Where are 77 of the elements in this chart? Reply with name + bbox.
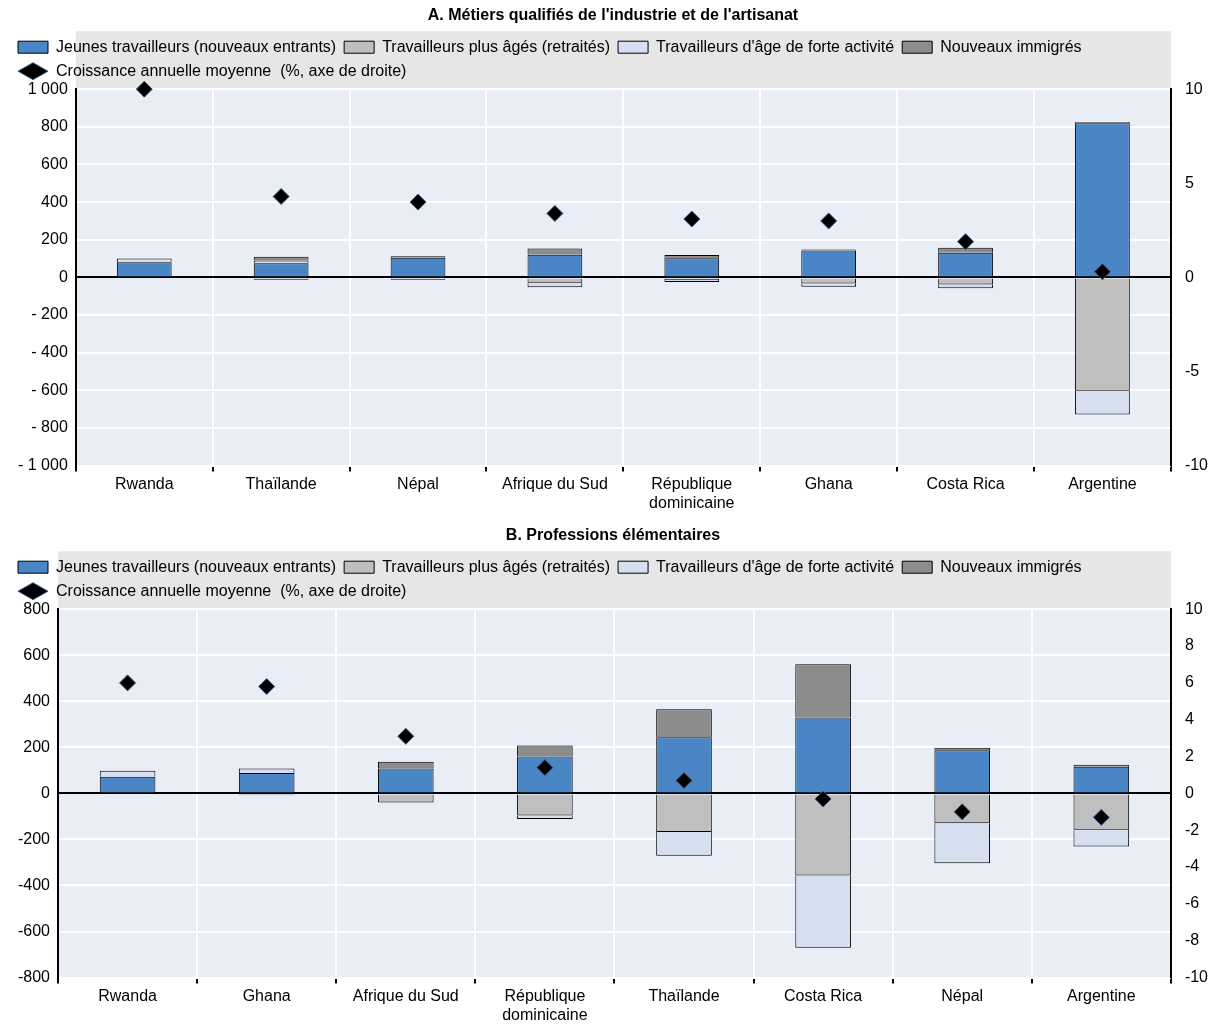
point (1093, 263, 1111, 281)
y2-tick-label: -2 (1184, 820, 1200, 838)
y-tick-label: -400 (17, 875, 51, 893)
x-tick-label: Népal (941, 986, 984, 1004)
y-tick-label: 0 (41, 783, 51, 801)
y-tick-label: -200 (17, 829, 51, 847)
y-tick-label: -800 (17, 968, 51, 986)
x-tick-label: Rwanda (98, 986, 158, 1004)
point (957, 233, 975, 251)
legend-label: Jeunes travailleurs (nouveaux entrants) (56, 37, 337, 55)
y2-tick-label: 10 (1184, 79, 1203, 97)
x-tick-label: Costa Rica (783, 986, 863, 1004)
y-tick-label: - 600 (31, 380, 68, 398)
point (409, 193, 427, 211)
x-tick-label: Rwanda (114, 474, 174, 492)
x-tick-label: Thaïlande (648, 986, 720, 1004)
legend-label: Nouveaux immigrés (940, 37, 1082, 55)
y2-tick-label: -5 (1184, 361, 1200, 379)
x-tick-label: Ghana (804, 474, 853, 492)
y-tick-label: 600 (41, 154, 68, 172)
y-tick-label: 600 (23, 645, 51, 663)
y2-tick-label: 10 (1184, 599, 1203, 617)
legend-label: Travailleurs plus âgés (retraités) (382, 557, 611, 575)
x-tick-label: Ghana (242, 986, 291, 1004)
y-tick-label: 1 000 (27, 79, 68, 97)
legend-label: Travailleurs d'âge de forte activité (656, 557, 895, 575)
y-tick-label: 0 (58, 267, 68, 285)
x-tick-label: Argentine (1068, 474, 1137, 492)
point (397, 727, 415, 745)
y-tick-label: 400 (23, 691, 51, 709)
legend-label: Jeunes travailleurs (nouveaux entrants) (56, 557, 337, 575)
chart-title: B. Professions élémentaires (505, 526, 721, 544)
legend-label: Travailleurs d'âge de forte activité (656, 37, 895, 55)
x-tick-label: Thaïlande (245, 474, 317, 492)
x-tick-label: Afrique du Sud (501, 474, 608, 492)
point (814, 790, 832, 808)
chart-title: A. Métiers qualifiés de l'industrie et de l'artisanat (427, 6, 799, 24)
y2-tick-label: 2 (1184, 746, 1194, 764)
x-tick-label: République dominicaine (649, 474, 735, 511)
y2-tick-label: 0 (1184, 783, 1194, 801)
y-tick-label: 800 (23, 599, 51, 617)
point (135, 80, 153, 98)
x-tick-label: Costa Rica (926, 474, 1005, 492)
point (272, 187, 290, 205)
legend-label: Nouveaux immigrés (940, 557, 1082, 575)
y2-tick-label: 0 (1184, 267, 1194, 285)
y-tick-label: 400 (41, 192, 68, 210)
y-tick-label: -600 (17, 921, 51, 939)
y-tick-label: 800 (41, 117, 68, 135)
y2-tick-label: -8 (1184, 931, 1200, 949)
legend-label: Travailleurs plus âgés (retraités) (382, 37, 611, 55)
point (683, 210, 701, 228)
y2-tick-label: 5 (1184, 173, 1194, 191)
point (675, 772, 693, 790)
legend-label: Croissance annuelle moyenne (%, axe de droite) (56, 581, 407, 599)
point (258, 678, 276, 696)
y-tick-label: - 1 000 (18, 456, 68, 474)
y-tick-label: - 400 (31, 343, 68, 361)
y2-tick-label: -6 (1184, 894, 1200, 912)
point (119, 674, 137, 692)
x-tick-label: Népal (397, 474, 439, 492)
y2-tick-label: -10 (1184, 968, 1209, 986)
x-tick-label: Argentine (1067, 986, 1136, 1004)
y-tick-label: 200 (41, 230, 68, 248)
point (820, 212, 838, 230)
y2-tick-label: 6 (1184, 673, 1194, 691)
y-tick-label: - 200 (31, 305, 68, 323)
y-tick-label: 200 (23, 737, 51, 755)
y2-tick-label: 4 (1184, 710, 1194, 728)
y-tick-label: - 800 (31, 418, 68, 436)
point (546, 204, 564, 222)
x-tick-label: République dominicaine (502, 986, 588, 1023)
y2-tick-label: 8 (1184, 636, 1194, 654)
legend-label: Croissance annuelle moyenne (%, axe de droite) (56, 61, 407, 79)
x-tick-label: Afrique du Sud (352, 986, 459, 1004)
y2-tick-label: -10 (1184, 456, 1209, 474)
y2-tick-label: -4 (1184, 857, 1200, 875)
